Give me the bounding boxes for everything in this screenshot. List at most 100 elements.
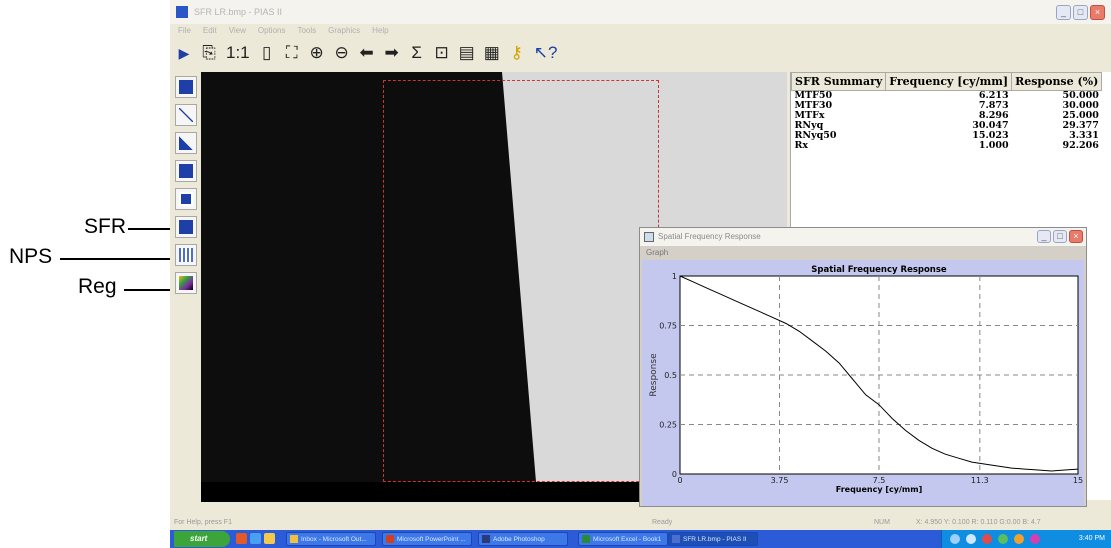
taskbar-item[interactable]: Microsoft PowerPoint ... xyxy=(382,532,472,546)
triangle-tool-icon-glyph xyxy=(179,136,193,150)
app-window: SFR LR.bmp - PIAS II _ □ × File Edit Vie… xyxy=(170,0,1111,548)
minimize-button[interactable]: _ xyxy=(1056,5,1071,20)
summary-frequency-value: 6.213 xyxy=(978,90,1009,101)
summary-frequency-value: 15.023 xyxy=(972,130,1009,141)
arrow-right-icon[interactable]: ➡ xyxy=(384,43,399,62)
summary-row: RNyq 30.047 29.377 xyxy=(792,121,1102,131)
menu-edit[interactable]: Edit xyxy=(202,26,217,35)
tray-network-icon[interactable] xyxy=(950,534,960,544)
status-num: NUM xyxy=(874,519,890,526)
tray-volume-icon[interactable] xyxy=(966,534,976,544)
summary-row: MTF50 6.213 50.000 xyxy=(792,91,1102,102)
menu-graphics[interactable]: Graphics xyxy=(328,26,361,35)
callout-nps-label: NPS xyxy=(9,245,53,268)
menu-options[interactable]: Options xyxy=(257,26,286,35)
window-title: SFR LR.bmp - PIAS II xyxy=(194,7,283,17)
summary-header-name[interactable]: SFR Summary xyxy=(790,72,887,91)
fit-tool-icon[interactable] xyxy=(175,76,197,98)
tray-app-icon[interactable] xyxy=(1014,534,1024,544)
triangle-tool-icon[interactable] xyxy=(175,132,197,154)
chart-x-axis-label: Frequency [cy/mm] xyxy=(836,485,922,494)
chart-y-axis-label: Response xyxy=(649,353,659,397)
roi-selection-box[interactable] xyxy=(383,80,659,482)
chart-x-tick-label: 15 xyxy=(1073,476,1083,485)
summary-frequency-value: 8.296 xyxy=(978,110,1009,121)
chart-title: Spatial Frequency Response xyxy=(811,265,947,275)
rectangle-tool-icon-glyph xyxy=(179,164,193,178)
tray-messenger-icon[interactable] xyxy=(1030,534,1040,544)
grid-icon[interactable]: ▦ xyxy=(483,43,500,62)
page-icon[interactable]: ▯ xyxy=(261,43,272,62)
panel-icon[interactable]: ⊡ xyxy=(434,43,449,62)
fit-window-icon[interactable]: ⛶ xyxy=(285,43,298,62)
actual-size-icon[interactable]: 1:1 xyxy=(226,43,250,62)
menu-help[interactable]: Help xyxy=(372,26,389,35)
taskbar-item[interactable]: SFR LR.bmp - PIAS II xyxy=(668,532,758,546)
taskbar-item-label: Microsoft Excel - Book1 xyxy=(593,536,662,543)
summary-metric-name: Rx xyxy=(794,140,809,151)
sfr-menu-graph[interactable]: Graph xyxy=(646,248,669,257)
cross-tool-icon[interactable] xyxy=(175,188,197,210)
context-help-icon[interactable]: ↖? xyxy=(533,43,558,62)
tray-security-icon[interactable] xyxy=(982,534,992,544)
summary-row: RNyq50 15.023 3.331 xyxy=(792,131,1102,141)
sfr-chart-area: 0 3.75 7.5 11.3 15 0 0.25 0.5 0.75 1 Spatial Frequ… xyxy=(642,260,1084,506)
rectangle-tool-icon[interactable] xyxy=(175,160,197,182)
chart-y-tick-label: 0.5 xyxy=(664,371,677,380)
system-tray: 3:40 PM xyxy=(941,530,1111,548)
summary-metric-name: MTF50 xyxy=(794,90,833,101)
quicklaunch-desktop-icon[interactable] xyxy=(264,533,275,544)
chart-y-tick-label: 0.25 xyxy=(659,421,677,430)
callout-reg-line xyxy=(124,289,174,291)
taskbar: start Inbox - Microsoft Out... Microsoft … xyxy=(170,530,1111,548)
title-bar: SFR LR.bmp - PIAS II _ □ × xyxy=(170,0,1111,24)
reg-tool-icon[interactable] xyxy=(175,272,197,294)
menu-view[interactable]: View xyxy=(228,26,246,35)
sfr-window-titlebar: Spatial Frequency Response _ □ × xyxy=(640,228,1086,246)
sfr-tool-icon[interactable] xyxy=(175,216,197,238)
sfr-summary-table: SFR Summary Frequency [cy/mm] Response (… xyxy=(790,72,1103,151)
run-icon[interactable]: ▶ xyxy=(178,44,190,61)
sfr-minimize-button[interactable]: _ xyxy=(1037,230,1051,243)
quicklaunch-browser-icon[interactable] xyxy=(236,533,247,544)
fit-tool-icon-glyph xyxy=(179,80,193,94)
arrow-left-icon[interactable]: ⬅ xyxy=(359,43,374,62)
copy-icon[interactable]: ⎘ xyxy=(202,43,216,62)
taskbar-item-label: Microsoft PowerPoint ... xyxy=(397,536,466,543)
sfr-close-button[interactable]: × xyxy=(1069,230,1083,243)
nps-tool-icon-glyph xyxy=(179,248,193,262)
tray-update-icon[interactable] xyxy=(998,534,1008,544)
sfr-tool-icon-glyph xyxy=(179,220,193,234)
sum-icon[interactable]: Σ xyxy=(411,43,422,62)
zoom-out-icon[interactable]: ⊖ xyxy=(334,43,349,62)
summary-response-value: 29.377 xyxy=(1062,120,1099,131)
maximize-button[interactable]: □ xyxy=(1073,5,1088,20)
chart-x-tick-label: 0 xyxy=(677,476,682,485)
menu-bar: File Edit View Options Tools Graphics He… xyxy=(178,26,389,35)
summary-header-response[interactable]: Response (%) xyxy=(1011,72,1103,91)
callout-sfr-label: SFR xyxy=(84,215,126,238)
table-icon[interactable]: ▤ xyxy=(458,43,475,62)
summary-response-value: 50.000 xyxy=(1062,90,1099,101)
taskbar-item[interactable]: Adobe Photoshop xyxy=(478,532,568,546)
close-button[interactable]: × xyxy=(1090,5,1105,20)
start-button[interactable]: start xyxy=(174,531,230,547)
summary-response-value: 30.000 xyxy=(1062,100,1099,111)
line-tool-icon[interactable] xyxy=(175,104,197,126)
line-tool-icon-glyph xyxy=(179,108,193,122)
status-coordinates: X: 4.950 Y: 0.100 R: 0.110 G:0.00 B: 4.7 xyxy=(916,519,1041,526)
graph-window-icon xyxy=(644,232,654,242)
taskbar-item[interactable]: Microsoft Excel - Book1 xyxy=(578,532,668,546)
sfr-maximize-button[interactable]: □ xyxy=(1053,230,1067,243)
taskbar-item-icon xyxy=(672,535,680,543)
quicklaunch-ie-icon[interactable] xyxy=(250,533,261,544)
callout-reg-label: Reg xyxy=(78,275,117,298)
summary-header-frequency[interactable]: Frequency [cy/mm] xyxy=(885,72,1013,91)
taskbar-item[interactable]: Inbox - Microsoft Out... xyxy=(286,532,376,546)
nps-tool-icon[interactable] xyxy=(175,244,197,266)
taskbar-item-label: Adobe Photoshop xyxy=(493,536,545,543)
key-icon[interactable]: ⚷ xyxy=(510,43,523,62)
menu-tools[interactable]: Tools xyxy=(297,26,317,35)
menu-file[interactable]: File xyxy=(178,26,191,35)
zoom-in-icon[interactable]: ⊕ xyxy=(309,43,324,62)
